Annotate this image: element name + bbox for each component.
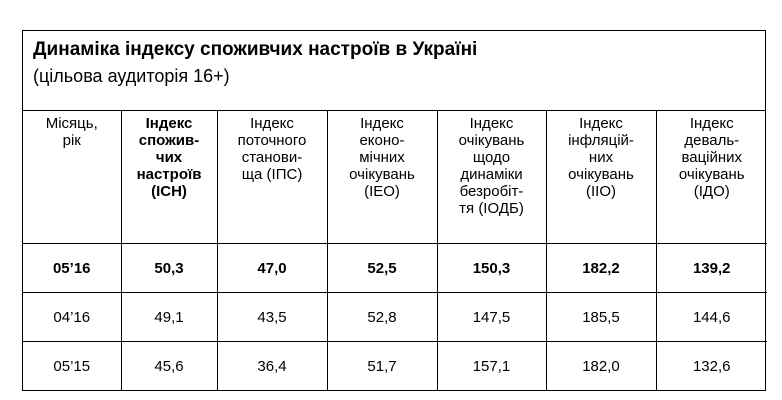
cell: 43,5 [216, 292, 328, 342]
data-row: 05’15 45,6 36,4 51,7 157,1 182,0 132,6 [23, 341, 767, 390]
header-line: еконо- [359, 132, 405, 149]
cell: 45,6 [120, 341, 218, 390]
header-line: настроїв [136, 166, 202, 183]
subtitle: (цільова аудиторія 16+) [33, 66, 230, 86]
header-line: рік [62, 132, 81, 149]
header-line: Індекс [250, 115, 294, 132]
cell: 144,6 [655, 292, 767, 342]
cell: 50,3 [120, 243, 218, 293]
header-line: (ІІО) [586, 183, 616, 200]
header-line: спожив- [138, 132, 200, 149]
header-line: очікувань [458, 132, 525, 149]
header-line: ща (ІПС) [241, 166, 303, 183]
header-cell: Індекс деваль-ваційних очікувань (ІДО) [655, 111, 767, 244]
header-line: Індекс [145, 115, 193, 132]
header-line: Індекс [689, 115, 734, 132]
table: Місяць, рік Індекс спожив-чих настроїв (ІСН) І… [23, 111, 767, 390]
header-cell: Індекс еконо-мічних очікувань (ІЕО) [326, 111, 438, 244]
header-line: (ІСН) [151, 183, 187, 200]
cell: 139,2 [655, 243, 767, 293]
cell: 05’16 [23, 243, 122, 293]
cell: 182,0 [545, 341, 657, 390]
header-line: Індекс [579, 115, 623, 132]
header-cell: Індекс спожив-чих настроїв (ІСН) [120, 111, 218, 244]
cell: 47,0 [216, 243, 328, 293]
header-cell: Місяць, рік [23, 111, 122, 244]
table-body: Місяць, рік Індекс спожив-чих настроїв (ІСН) І… [23, 111, 767, 390]
cell: 157,1 [436, 341, 547, 390]
cell: 185,5 [545, 292, 657, 342]
header-line: деваль- [684, 132, 740, 149]
cell: 132,6 [655, 341, 767, 390]
cell: 49,1 [120, 292, 218, 342]
header-line: Індекс [360, 115, 404, 132]
data-row: 04’16 49,1 43,5 52,8 147,5 185,5 144,6 [23, 292, 767, 342]
header-line: поточного [237, 132, 307, 149]
title-box: Динаміка індексу споживчих настроїв в Ук… [23, 31, 765, 111]
cell: 150,3 [436, 243, 547, 293]
header-line: тя (ІОДБ) [459, 200, 524, 217]
table-card: Динаміка індексу споживчих настроїв в Ук… [22, 30, 767, 391]
cell: 51,7 [326, 341, 438, 390]
cell: 05’15 [23, 341, 122, 390]
header-line: них [588, 149, 614, 166]
header-line: чих [155, 149, 183, 166]
header-cell: Індекс інфляцій-них очікувань (ІІО) [545, 111, 657, 244]
cell: 52,5 [326, 243, 438, 293]
title: Динаміка індексу споживчих настроїв в Ук… [33, 39, 478, 60]
header-line: Індекс [469, 115, 514, 132]
header-line: динаміки [460, 166, 523, 183]
cell: 147,5 [436, 292, 547, 342]
cell: 182,2 [545, 243, 657, 293]
header-row: Місяць, рік Індекс спожив-чих настроїв (ІСН) І… [23, 111, 767, 244]
header-cell: Індекс поточного станови-ща (ІПС) [216, 111, 328, 244]
data-row: 05’16 50,3 47,0 52,5 150,3 182,2 139,2 [23, 243, 767, 293]
header-line: очікувань [568, 166, 634, 183]
header-line: очікувань [678, 166, 745, 183]
header-line: станови- [241, 149, 303, 166]
header-line: безробіт- [459, 183, 524, 200]
header-line: інфляцій- [568, 132, 634, 149]
header-line: Місяць, [45, 115, 98, 132]
header-cell: Індекс очікувань щодо динаміки безробіт-тя (… [436, 111, 547, 244]
cell: 52,8 [326, 292, 438, 342]
header-line: (ІДО) [693, 183, 730, 200]
header-line: ваційних [681, 149, 743, 166]
header-line: (ІЕО) [364, 183, 400, 200]
header-line: мічних [359, 149, 405, 166]
cell: 04’16 [23, 292, 122, 342]
cell: 36,4 [216, 341, 328, 390]
header-line: очікувань [349, 166, 415, 183]
header-line: щодо [472, 149, 511, 166]
